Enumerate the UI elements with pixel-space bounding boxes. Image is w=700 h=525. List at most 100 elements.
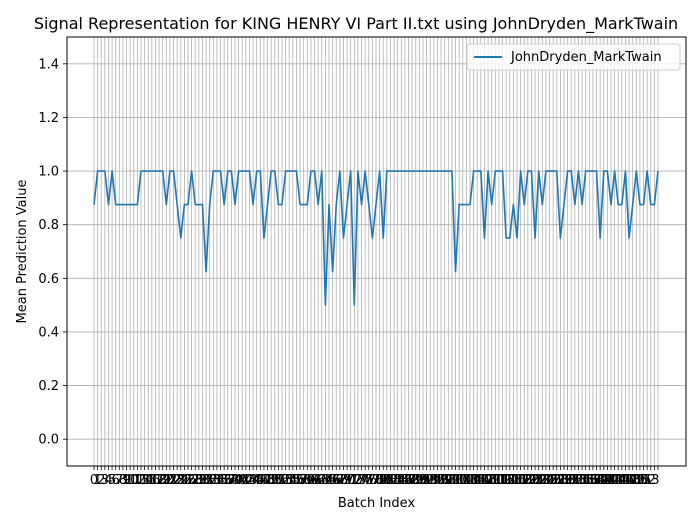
x-tick-label: 59	[299, 473, 316, 488]
x-tick-label: 119	[512, 473, 537, 488]
x-tick-label: 148	[617, 473, 642, 488]
legend-label: JohnDryden_MarkTwain	[510, 50, 662, 65]
x-tick-label: 67	[328, 473, 345, 488]
x-tick-label: 115	[497, 473, 522, 488]
x-tick-label: 97	[436, 473, 453, 488]
x-tick-label: 25	[176, 473, 193, 488]
x-tick-label: 22	[165, 473, 182, 488]
x-tick-label: 93	[422, 473, 439, 488]
x-tick-label: 17	[147, 473, 164, 488]
x-tick-label: 89	[407, 473, 424, 488]
x-tick-label: 37	[219, 473, 236, 488]
x-axis-label: Batch Index	[338, 496, 416, 511]
x-tick-label: 62	[310, 473, 327, 488]
x-tick-label: 101	[447, 473, 472, 488]
x-tick-label: 104	[458, 473, 483, 488]
x-tick-label: 52	[274, 473, 291, 488]
x-tick-label: 141	[591, 473, 616, 488]
x-tick-label: 108	[472, 473, 497, 488]
x-tick-label: 72	[346, 473, 363, 488]
x-tick-label: 107	[468, 473, 493, 488]
x-tick-label: 73	[350, 473, 367, 488]
x-tick-label: 134	[566, 473, 591, 488]
x-tick-label: 15	[140, 473, 157, 488]
y-tick-label: 0.2	[38, 379, 59, 394]
x-axis: 0123456789101112131415161718192021222324…	[90, 466, 660, 488]
x-tick-label: 80	[375, 473, 392, 488]
x-tick-label: 139	[584, 473, 609, 488]
x-tick-label: 153	[635, 473, 660, 488]
x-tick-label: 30	[194, 473, 211, 488]
x-tick-label: 102	[450, 473, 475, 488]
x-tick-label: 140	[588, 473, 613, 488]
x-tick-label: 48	[259, 473, 276, 488]
x-tick-label: 6	[112, 473, 120, 488]
x-tick-label: 110	[479, 473, 504, 488]
x-tick-label: 14	[136, 473, 153, 488]
x-tick-label: 21	[162, 473, 179, 488]
x-tick-label: 8	[119, 473, 127, 488]
legend-box	[466, 43, 681, 71]
x-tick-label: 96	[433, 473, 450, 488]
x-tick-label: 76	[360, 473, 377, 488]
x-tick-label: 132	[559, 473, 584, 488]
x-tick-label: 106	[465, 473, 490, 488]
x-tick-label: 109	[476, 473, 501, 488]
x-tick-label: 43	[241, 473, 258, 488]
x-tick-label: 125	[534, 473, 559, 488]
x-tick-label: 86	[397, 473, 414, 488]
x-tick-label: 135	[570, 473, 595, 488]
x-tick-label: 151	[628, 473, 653, 488]
x-tick-label: 41	[234, 473, 251, 488]
x-tick-label: 13	[133, 473, 150, 488]
x-tick-label: 46	[252, 473, 269, 488]
x-tick-label: 94	[426, 473, 443, 488]
x-tick-label: 150	[624, 473, 649, 488]
x-tick-label: 105	[461, 473, 486, 488]
x-tick-label: 129	[548, 473, 573, 488]
x-tick-label: 16	[144, 473, 161, 488]
x-tick-label: 126	[537, 473, 562, 488]
x-tick-label: 74	[353, 473, 370, 488]
x-tick-label: 117	[505, 473, 530, 488]
x-tick-label: 145	[606, 473, 631, 488]
x-tick-label: 82	[382, 473, 399, 488]
x-tick-label: 113	[490, 473, 515, 488]
x-tick-label: 20	[158, 473, 175, 488]
x-tick-label: 34	[209, 473, 226, 488]
x-tick-label: 28	[187, 473, 204, 488]
x-tick-label: 147	[613, 473, 638, 488]
x-tick-label: 42	[238, 473, 255, 488]
x-tick-label: 118	[508, 473, 533, 488]
series-line-johndryden-marktwain	[93, 170, 659, 306]
x-tick-label: 146	[609, 473, 634, 488]
x-tick-label: 91	[415, 473, 432, 488]
x-tick-label: 45	[248, 473, 265, 488]
x-tick-label: 7	[115, 473, 123, 488]
y-tick-label: 0.0	[38, 433, 59, 448]
x-tick-label: 40	[230, 473, 247, 488]
x-tick-label: 4	[104, 473, 112, 488]
x-tick-label: 70	[339, 473, 356, 488]
x-tick-label: 61	[306, 473, 323, 488]
x-tick-label: 144	[602, 473, 627, 488]
y-tick-label: 1.0	[38, 165, 59, 180]
x-tick-label: 3	[101, 473, 109, 488]
chart-title: Signal Representation for KING HENRY VI …	[34, 14, 678, 34]
x-tick-label: 55	[285, 473, 302, 488]
x-tick-label: 90	[411, 473, 428, 488]
x-tick-label: 38	[223, 473, 240, 488]
x-tick-label: 2	[97, 473, 105, 488]
x-tick-label: 112	[487, 473, 512, 488]
x-tick-label: 47	[256, 473, 273, 488]
x-tick-label: 0	[90, 473, 98, 488]
x-tick-label: 33	[205, 473, 222, 488]
y-tick-label: 0.8	[38, 218, 59, 233]
x-tick-label: 27	[183, 473, 200, 488]
x-tick-label: 83	[386, 473, 403, 488]
x-tick-label: 79	[371, 473, 388, 488]
x-tick-label: 10	[122, 473, 139, 488]
x-tick-label: 120	[515, 473, 540, 488]
plot-frame	[66, 36, 687, 467]
